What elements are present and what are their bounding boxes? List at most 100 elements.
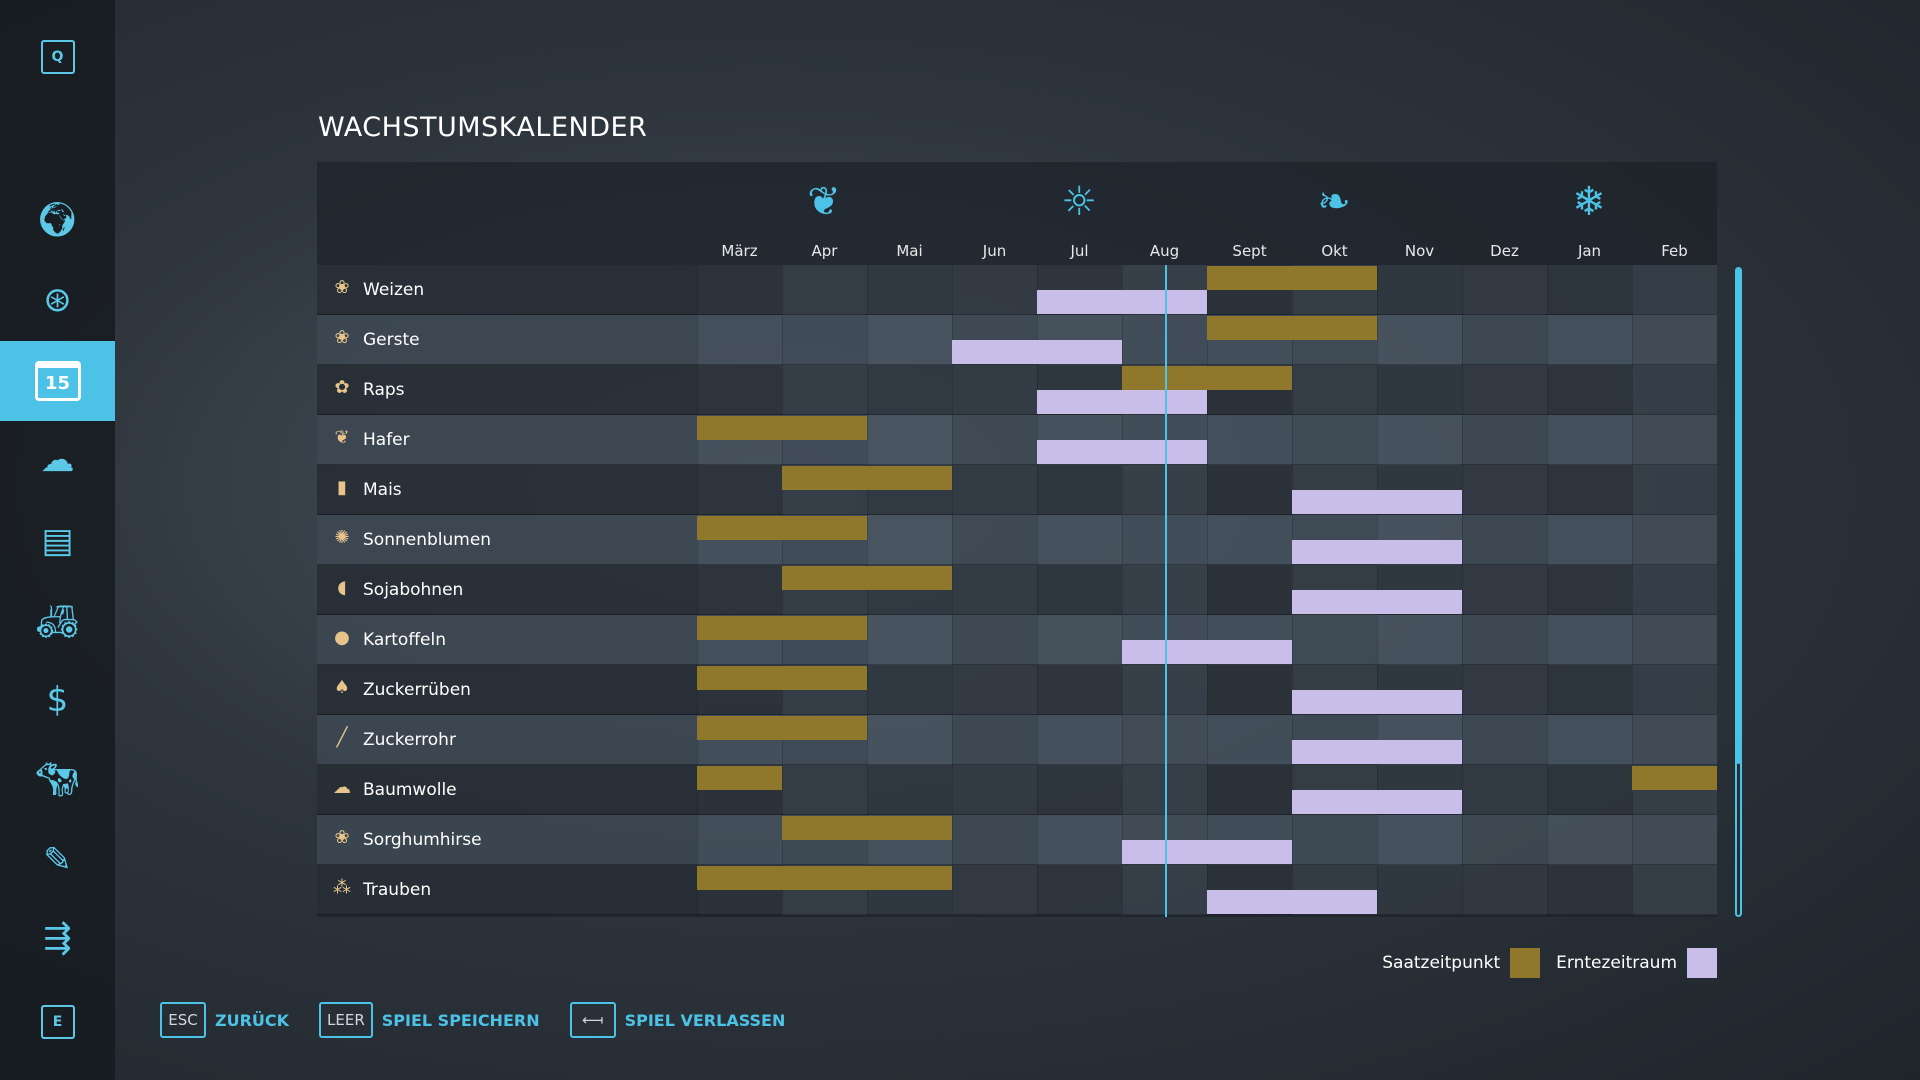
- tractor-icon[interactable]: 🚜︎: [35, 602, 80, 642]
- crop-label: ❦ Hafer: [317, 415, 697, 465]
- month-cell: [697, 465, 782, 515]
- dollar-icon[interactable]: $: [46, 680, 69, 720]
- month-cell: [867, 765, 952, 815]
- month-label: Aug: [1149, 242, 1180, 260]
- month-cell: [1037, 865, 1122, 915]
- month-cell: [952, 815, 1037, 865]
- harvest-bar: [1207, 890, 1377, 914]
- month-label: Okt: [1321, 242, 1348, 260]
- prev-tab-key[interactable]: Q: [0, 17, 115, 97]
- grapes-icon: ⁂: [333, 877, 351, 898]
- cow-icon[interactable]: 🐄︎: [35, 760, 80, 800]
- crop-row[interactable]: ╱ Zuckerrohr: [317, 715, 1717, 765]
- wheat-icon: ❀: [334, 277, 350, 298]
- crop-row[interactable]: ● Kartoffeln: [317, 615, 1717, 665]
- crop-row[interactable]: ⁂ Trauben: [317, 865, 1717, 915]
- month-cell: [867, 615, 952, 665]
- month-cell: [782, 265, 867, 315]
- sowing-bar: [1632, 766, 1717, 790]
- scrollbar-thumb[interactable]: [1736, 269, 1741, 764]
- month-cell: [952, 865, 1037, 915]
- month-cell: [1547, 715, 1632, 765]
- sowing-bar: [782, 466, 952, 490]
- backspace-key: ⟻: [569, 1002, 616, 1038]
- crop-label: ☁ Baumwolle: [317, 765, 697, 815]
- month-cell: [1037, 665, 1122, 715]
- month-cell: [1547, 565, 1632, 615]
- crop-row[interactable]: ❀ Sorghumhirse: [317, 815, 1717, 865]
- crop-row[interactable]: ✺ Sonnenblumen: [317, 515, 1717, 565]
- crop-row[interactable]: ✿ Raps: [317, 365, 1717, 415]
- crop-row[interactable]: ❦ Hafer: [317, 415, 1717, 465]
- month-cell: [1377, 265, 1462, 315]
- month-cell: [867, 365, 952, 415]
- month-cell: [1462, 765, 1547, 815]
- month-cell: [1632, 465, 1717, 515]
- month-cell: [1632, 615, 1717, 665]
- harvest-bar: [1292, 740, 1462, 764]
- autumn-leaves-icon: ❧: [1317, 179, 1351, 225]
- month-cell: [1377, 365, 1462, 415]
- crop-name: Sonnenblumen: [363, 530, 492, 550]
- crop-name: Zuckerrohr: [363, 730, 456, 750]
- month-cell: [697, 265, 782, 315]
- crop-row[interactable]: ❀ Gerste: [317, 315, 1717, 365]
- canola-icon: ✿: [334, 377, 350, 398]
- contracts-icon[interactable]: ✎: [43, 840, 72, 880]
- month-cell: [867, 515, 952, 565]
- month-cell: [952, 615, 1037, 665]
- statistics-icon[interactable]: ▤: [41, 521, 74, 561]
- month-cell: [867, 715, 952, 765]
- crop-label: ❀ Weizen: [317, 265, 697, 315]
- harvest-bar: [1037, 440, 1207, 464]
- sowing-bar: [697, 516, 867, 540]
- month-cell: [1207, 765, 1292, 815]
- crop-row[interactable]: ♠ Zuckerrüben: [317, 665, 1717, 715]
- month-cell: [952, 765, 1037, 815]
- crop-row[interactable]: ☁ Baumwolle: [317, 765, 1717, 815]
- quit-game-button[interactable]: ⟻ SPIEL VERLASSEN: [569, 1002, 785, 1038]
- sowing-bar: [697, 766, 782, 790]
- month-cell: [782, 765, 867, 815]
- crop-name: Kartoffeln: [363, 630, 446, 650]
- back-button[interactable]: ESC ZURÜCK: [160, 1002, 289, 1038]
- month-cell: [1632, 315, 1717, 365]
- month-cell: [1462, 565, 1547, 615]
- crop-label: ▮ Mais: [317, 465, 697, 515]
- sowing-bar: [1122, 366, 1292, 390]
- month-cell: [1462, 515, 1547, 565]
- month-cell: [1547, 365, 1632, 415]
- barley-icon: ❀: [334, 327, 350, 348]
- month-cell: [1547, 265, 1632, 315]
- month-cell: [952, 565, 1037, 615]
- calendar-icon[interactable]: 15: [0, 341, 115, 421]
- month-cell: [1462, 615, 1547, 665]
- sowing-bar: [697, 416, 867, 440]
- month-cell: [1632, 415, 1717, 465]
- steering-wheel-icon[interactable]: ⊛: [43, 280, 72, 320]
- month-label: Mai: [896, 242, 923, 260]
- harvest-bar: [1292, 790, 1462, 814]
- month-label: Sept: [1232, 242, 1267, 260]
- month-cell: [867, 265, 952, 315]
- next-tab-key[interactable]: E: [0, 982, 115, 1062]
- weather-icon[interactable]: ☁︎: [40, 440, 75, 480]
- crop-row[interactable]: ▮ Mais: [317, 465, 1717, 515]
- month-cell: [1037, 465, 1122, 515]
- footer-actions: ESC ZURÜCK LEER SPIEL SPEICHERN ⟻ SPIEL VER…: [160, 1002, 785, 1038]
- month-cell: [1462, 465, 1547, 515]
- map-icon[interactable]: 🌍︎: [35, 200, 80, 240]
- month-cell: [952, 465, 1037, 515]
- month-cell: [697, 565, 782, 615]
- crop-row[interactable]: ❀ Weizen: [317, 265, 1717, 315]
- crop-row[interactable]: ◖ Sojabohnen: [317, 565, 1717, 615]
- production-icon[interactable]: ⇶: [43, 918, 72, 958]
- save-game-button[interactable]: LEER SPIEL SPEICHERN: [319, 1002, 540, 1038]
- sowing-bar: [1207, 266, 1377, 290]
- month-cell: [1462, 315, 1547, 365]
- crop-label: ♠ Zuckerrüben: [317, 665, 697, 715]
- sunflower-icon: ✺: [334, 527, 350, 548]
- calendar-header: ❦ ☼ ❧ ❄ März Apr Mai Jun Jul Aug Sept Okt Nov Dez Jan F…: [317, 162, 1717, 265]
- crop-name: Weizen: [363, 280, 425, 300]
- crop-name: Sojabohnen: [363, 580, 464, 600]
